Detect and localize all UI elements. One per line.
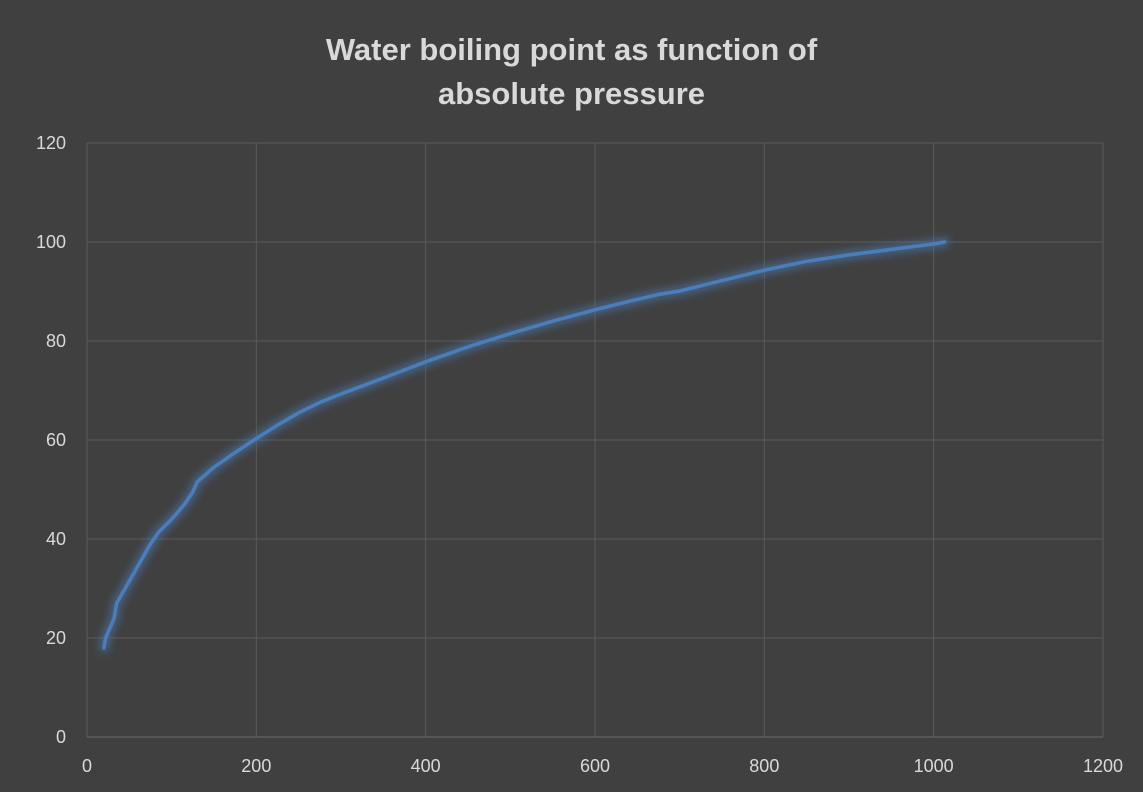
y-tick-label: 40 bbox=[46, 529, 66, 549]
series-line bbox=[102, 240, 947, 650]
x-tick-label: 1200 bbox=[1083, 756, 1123, 776]
y-tick-label: 80 bbox=[46, 331, 66, 351]
grid-layer bbox=[86, 142, 1104, 738]
chart-title: Water boiling point as function of absol… bbox=[0, 28, 1143, 116]
chart-title-line-1: Water boiling point as function of bbox=[325, 32, 818, 67]
x-tick-label: 200 bbox=[241, 756, 271, 776]
x-tick-label: 0 bbox=[82, 756, 92, 776]
x-tick-label: 800 bbox=[749, 756, 779, 776]
x-tick-label: 600 bbox=[580, 756, 610, 776]
y-tick-label: 60 bbox=[46, 430, 66, 450]
y-tick-label: 20 bbox=[46, 628, 66, 648]
y-tick-label: 120 bbox=[36, 133, 66, 153]
x-tick-label: 400 bbox=[411, 756, 441, 776]
chart-title-line-2: absolute pressure bbox=[437, 76, 706, 111]
series-layer bbox=[98, 237, 950, 653]
series-line-glow bbox=[98, 237, 950, 653]
y-tick-label: 100 bbox=[36, 232, 66, 252]
x-tick-label: 1000 bbox=[914, 756, 954, 776]
y-tick-label: 0 bbox=[56, 727, 66, 747]
